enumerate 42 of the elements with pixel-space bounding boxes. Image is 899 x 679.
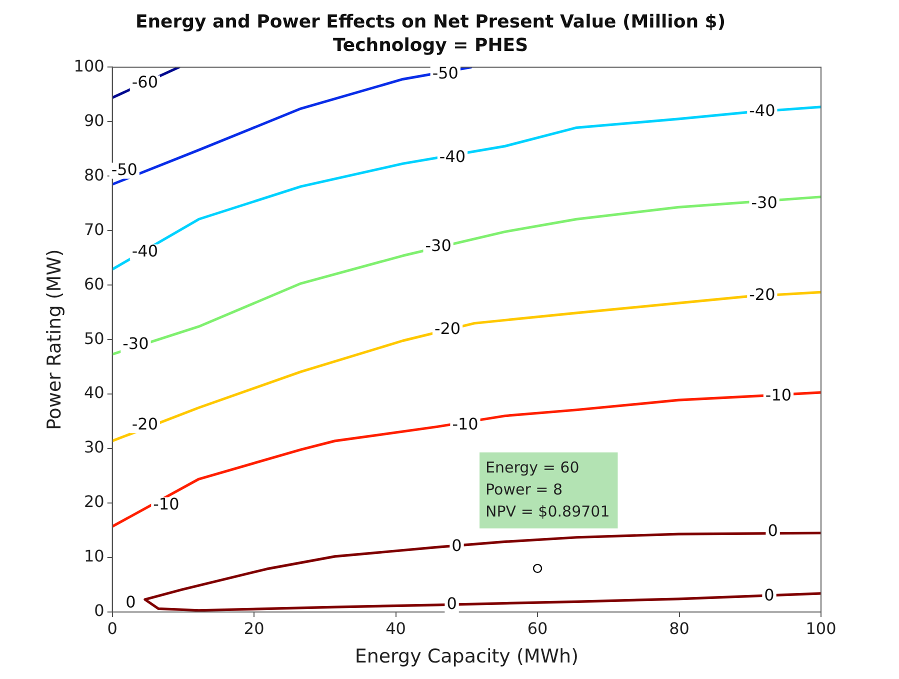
annotation: -40 xyxy=(132,242,158,261)
y-tick-label: 40 xyxy=(84,383,104,402)
y-tick-label: 70 xyxy=(84,220,104,239)
y-tick-label: 50 xyxy=(84,328,104,348)
annotation: 0 xyxy=(768,521,778,540)
annotation: -30 xyxy=(751,193,778,212)
x-tick-label: 100 xyxy=(806,618,836,638)
annotation: -40 xyxy=(439,146,466,166)
annotation: -10 xyxy=(452,414,478,434)
annotation: -50 xyxy=(432,63,458,82)
annotation: 0 xyxy=(764,585,774,604)
annotation: -30 xyxy=(425,236,452,256)
annotation: -40 xyxy=(749,101,776,120)
annotation: -20 xyxy=(749,285,776,304)
annotation: -20 xyxy=(434,318,461,338)
annotation: -30 xyxy=(122,334,149,354)
x-tick-label: 40 xyxy=(386,618,406,638)
x-tick-label: 80 xyxy=(669,618,690,638)
x-tick-label: 20 xyxy=(244,618,264,638)
y-tick-label: 20 xyxy=(84,492,104,512)
y-tick-label: 0 xyxy=(94,601,104,620)
y-axis-title: Power Rating (MW) xyxy=(43,249,66,430)
x-tick-label: 60 xyxy=(527,618,548,638)
annotation: Energy = 60 Power = 8 NPV = $0.89701 xyxy=(486,458,610,520)
y-tick-label: 90 xyxy=(84,110,104,130)
y-tick-label: 30 xyxy=(84,438,104,457)
chart-title: Energy and Power Effects on Net Present Value (Million $) xyxy=(135,11,726,32)
x-axis-title: Energy Capacity (MWh) xyxy=(354,646,579,668)
y-tick-label: 100 xyxy=(74,56,104,76)
y-tick-label: 10 xyxy=(84,546,104,566)
annotation: -10 xyxy=(765,385,792,404)
annotation: 0 xyxy=(452,536,462,555)
annotation: -20 xyxy=(132,414,158,434)
x-tick-label: 0 xyxy=(107,618,118,638)
annotation: -10 xyxy=(153,494,180,514)
annotation: 0 xyxy=(126,592,136,612)
annotation: -50 xyxy=(111,160,138,179)
annotation: 0 xyxy=(446,594,457,614)
y-tick-label: 60 xyxy=(84,274,104,294)
chart-subtitle: Technology = PHES xyxy=(332,35,528,56)
annotation: -60 xyxy=(132,72,158,92)
y-tick-label: 80 xyxy=(84,165,104,184)
